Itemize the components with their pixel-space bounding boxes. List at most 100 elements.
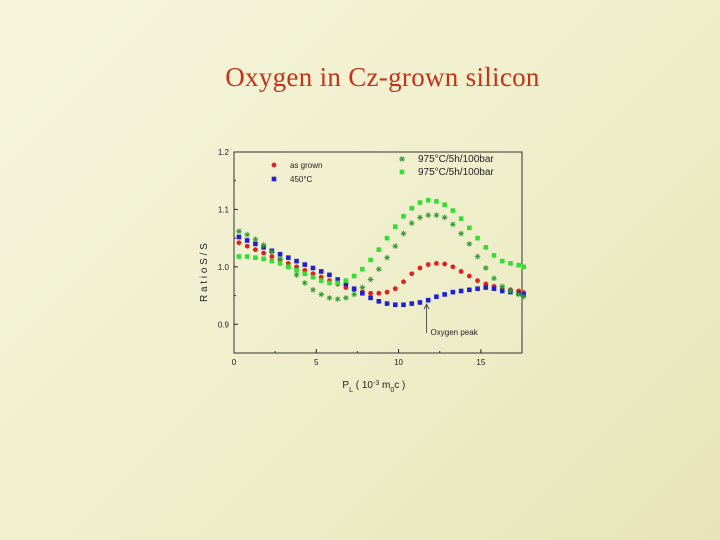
y-tick-label: 1.1 — [218, 205, 230, 214]
data-point — [508, 261, 513, 266]
data-point — [466, 273, 472, 279]
data-point — [334, 296, 341, 302]
data-point — [408, 220, 415, 227]
data-point — [466, 241, 473, 247]
data-point — [376, 290, 382, 296]
data-point — [401, 214, 406, 219]
data-point — [236, 240, 242, 246]
data-point — [434, 294, 439, 300]
data-point — [384, 289, 390, 295]
data-point — [252, 236, 259, 243]
data-point — [521, 264, 526, 270]
data-point — [401, 302, 406, 308]
data-point — [367, 276, 374, 283]
data-point — [499, 258, 505, 264]
data-point — [450, 208, 456, 213]
data-point — [434, 261, 439, 266]
data-point — [450, 289, 456, 295]
data-point — [343, 295, 349, 301]
data-point — [491, 286, 497, 291]
data-point — [301, 280, 308, 286]
data-point — [483, 285, 489, 290]
data-point — [244, 243, 250, 249]
data-point — [417, 300, 423, 305]
data-point — [368, 290, 373, 296]
data-point — [236, 234, 242, 240]
x-tick-label: 5 — [314, 358, 319, 367]
data-point — [458, 288, 464, 294]
data-point — [351, 291, 357, 298]
data-point — [392, 243, 399, 249]
data-point — [417, 265, 423, 271]
data-point — [335, 277, 340, 282]
data-point — [302, 271, 308, 277]
data-point — [294, 258, 299, 264]
data-point — [360, 266, 365, 272]
data-point — [376, 247, 382, 252]
data-point — [293, 272, 300, 278]
data-point — [310, 287, 316, 293]
data-point — [343, 278, 349, 283]
data-point — [491, 253, 497, 258]
data-point — [499, 288, 505, 294]
data-point — [520, 293, 527, 300]
annotation-label: Oxygen peak — [431, 328, 479, 337]
data-point — [244, 254, 250, 259]
x-tick-label: 10 — [394, 358, 403, 367]
data-point — [244, 238, 250, 243]
legend-label: as grown — [290, 161, 322, 170]
data-point — [253, 255, 258, 260]
data-point — [434, 199, 439, 204]
data-point — [442, 292, 447, 297]
data-point — [271, 176, 277, 182]
data-point — [236, 254, 242, 259]
data-point — [359, 284, 366, 291]
data-point — [269, 249, 275, 255]
data-point — [351, 286, 357, 291]
data-point — [310, 274, 316, 280]
data-point — [417, 214, 423, 221]
data-point — [260, 242, 267, 248]
legend-label: 450°C — [290, 175, 313, 184]
data-point — [425, 262, 431, 267]
data-point — [450, 264, 456, 270]
data-point — [399, 169, 405, 175]
data-point — [384, 254, 390, 261]
data-point — [467, 287, 472, 293]
plot-frame — [233, 151, 523, 354]
data-point — [384, 301, 390, 306]
data-point — [442, 261, 448, 267]
data-point — [409, 271, 415, 277]
data-point — [368, 257, 373, 263]
data-point — [286, 255, 291, 260]
data-point — [507, 288, 514, 294]
data-point — [409, 205, 415, 211]
data-point — [277, 261, 283, 266]
data-point — [425, 197, 431, 203]
legend-label: 975°C/5h/100bar — [418, 154, 494, 165]
data-point — [286, 264, 291, 270]
data-point — [269, 254, 275, 259]
data-point — [335, 280, 340, 286]
data-point — [458, 216, 464, 221]
chart-svg: 0.9 1.0 1.1 1.2 0 5 10 15 PL ( 10-3 m0c ) R a t i… — [199, 148, 527, 394]
data-point — [515, 291, 522, 298]
data-point — [271, 162, 277, 168]
data-point — [244, 231, 250, 238]
data-point — [425, 212, 431, 218]
data-point — [441, 214, 448, 221]
data-point — [368, 295, 373, 301]
data-point — [261, 256, 266, 262]
data-point — [433, 212, 440, 218]
legend-label: 975°C/5h/100bar — [418, 167, 494, 178]
data-point — [392, 224, 398, 229]
y-tick-label: 1.2 — [218, 148, 230, 157]
data-point — [277, 251, 283, 257]
data-point — [417, 200, 423, 205]
data-point — [483, 245, 489, 250]
annotation-arrowhead — [423, 303, 430, 310]
y-tick-label: 0.9 — [218, 320, 230, 329]
data-point — [318, 291, 325, 298]
data-point — [261, 250, 267, 256]
y-tick-label: 1.0 — [218, 263, 230, 272]
